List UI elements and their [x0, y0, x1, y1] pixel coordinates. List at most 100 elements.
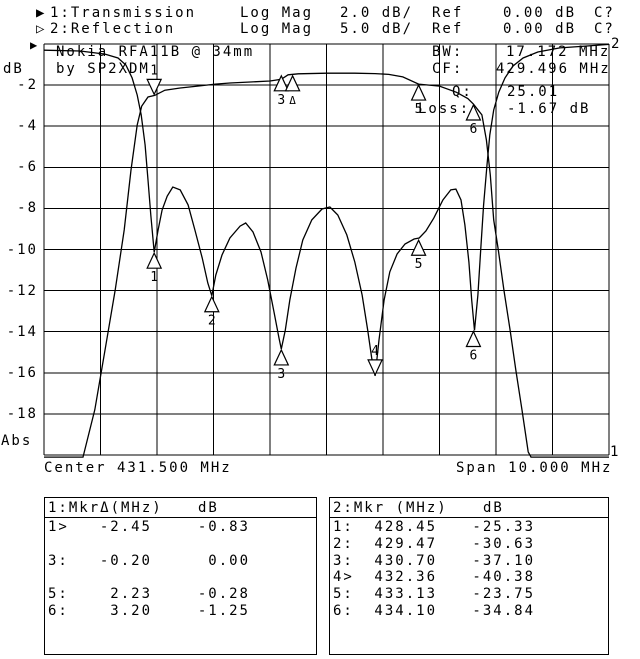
marker-db: -0.28 — [197, 586, 250, 603]
marker-db: -40.38 — [472, 569, 535, 586]
marker-freq: -0.20 — [99, 552, 152, 569]
marker-db: -25.33 — [472, 519, 535, 535]
y-tick-label: -12 — [6, 282, 38, 299]
marker-ch1-Δ: Δ — [284, 74, 301, 107]
marker-ch2-3: 3 — [273, 348, 290, 382]
marker-label: 1 — [150, 63, 158, 78]
q-label: Q: — [452, 84, 473, 100]
marker-freq: -2.45 — [99, 519, 152, 535]
q-value: 25.01 — [507, 84, 560, 100]
marker-id: 3: — [48, 552, 69, 569]
ref-position-arrow-icon: ▶ — [30, 38, 40, 52]
table-row: 5: 2.23 -0.28 — [45, 586, 316, 603]
marker-ch1-6: 6 — [465, 103, 482, 137]
table-row — [45, 536, 316, 553]
marker-freq: 429.47 — [374, 535, 437, 552]
y-tick-label: -4 — [17, 118, 38, 135]
marker-db: -23.75 — [472, 586, 535, 603]
marker-freq — [82, 569, 152, 586]
y-tick-label: -8 — [17, 200, 38, 217]
marker-table-ch1-rows: 1> -2.45 -0.83 3: -0.20 0.00 5: 2.23 -0.28 6: 3.20… — [45, 519, 316, 620]
table-row: 3: -0.20 0.00 — [45, 553, 316, 570]
graticule — [43, 43, 610, 456]
x-axis-center-label: Center 431.500 MHz — [44, 460, 232, 476]
ch2-cal-status: C? — [594, 21, 615, 37]
ch1-active-icon: ▶ — [36, 5, 47, 21]
table-row: 1> -2.45 -0.83 — [45, 519, 316, 536]
ch2-scale: 5.0 dB/ — [340, 21, 414, 37]
marker-ch1-5: 5 — [410, 83, 427, 117]
ch2-label: 2:Reflection — [50, 21, 176, 37]
marker-table-ch2-header: 2:Mkr (MHz) dB — [330, 498, 608, 518]
marker-ch1-1: 1 — [146, 63, 163, 96]
trace-reflection — [43, 43, 610, 377]
plot-title-line1: Nokia RFA11B @ 34mm — [56, 44, 255, 60]
cf-value: 429.496 MHz — [496, 61, 611, 77]
y-tick-label: -10 — [6, 241, 38, 258]
plot-title-line2: by SP2XDM — [56, 61, 150, 77]
bw-label: BW: — [432, 44, 464, 60]
marker-db: -1.25 — [197, 602, 250, 619]
marker-id — [45, 536, 82, 553]
marker-label: 2 — [208, 314, 216, 329]
ch1-label: 1:Transmission — [50, 5, 197, 21]
marker-id: 2: — [333, 535, 354, 552]
bw-value: 17.172 MHz — [506, 44, 611, 60]
trace1-end-label: 1 — [610, 444, 621, 460]
table-row: 2: 429.47 -30.63 — [330, 536, 608, 553]
marker-id: 6: — [333, 602, 354, 619]
ch2-format: Log Mag — [240, 21, 314, 37]
marker-label: 3 — [277, 367, 285, 382]
marker-ch2-6: 6 — [465, 330, 482, 363]
marker-db: -0.83 — [197, 519, 250, 535]
marker-freq: 3.20 — [110, 602, 152, 619]
table-row: 5: 433.13 -23.75 — [330, 586, 608, 603]
marker-freq: 433.13 — [374, 586, 437, 603]
marker-label: 5 — [415, 102, 423, 117]
table-row: 6: 434.10 -34.84 — [330, 603, 608, 620]
y-tick-label: -6 — [17, 159, 38, 176]
ch1-ref-label: Ref — [432, 5, 464, 21]
table-row — [45, 569, 316, 586]
ch2-active-icon: ▷ — [36, 21, 47, 37]
marker-table-ch2-db-header: dB — [483, 500, 504, 516]
marker-table-ch1-title: 1:MkrΔ(MHz) — [48, 500, 163, 516]
table-row: 3: 430.70 -37.10 — [330, 553, 608, 570]
marker-id: 4> — [333, 569, 354, 586]
x-axis-span-label: Span 10.000 MHz — [456, 460, 613, 476]
trace2-end-label: 2 — [611, 36, 622, 52]
y-tick-label: -18 — [6, 405, 38, 422]
loss-label: Loss: — [418, 101, 471, 117]
y-tick-label: -16 — [6, 364, 38, 381]
marker-db: -37.10 — [472, 552, 535, 569]
cf-label: CF: — [432, 61, 464, 77]
marker-db: -30.63 — [472, 535, 535, 552]
trace-transmission — [44, 72, 609, 458]
marker-db — [152, 569, 250, 586]
marker-ch1-3: 3 — [273, 74, 290, 108]
marker-label: 1 — [150, 270, 158, 285]
ch1-scale: 2.0 dB/ — [340, 5, 414, 21]
marker-table-ch2-title: 2:Mkr (MHz) — [333, 500, 448, 516]
marker-db: -34.84 — [472, 602, 535, 619]
marker-freq: 432.36 — [374, 569, 437, 586]
marker-ch2-4: 4 — [367, 344, 384, 377]
marker-table-ch1-header: 1:MkrΔ(MHz) dB — [45, 498, 316, 518]
marker-id — [45, 569, 82, 586]
marker-label: Δ — [289, 94, 296, 107]
marker-id: 1> — [48, 519, 69, 535]
table-row: 4> 432.36 -40.38 — [330, 569, 608, 586]
ch1-cal-status: C? — [594, 5, 615, 21]
table-row: 6: 3.20 -1.25 — [45, 603, 316, 620]
marker-db — [152, 536, 250, 553]
marker-table-ch2-rows: 1: 428.45 -25.33 2: 429.47 -30.63 3: 430.70 -37.… — [330, 519, 608, 620]
y-tick-label: -14 — [6, 323, 38, 340]
marker-ch2-1: 1 — [146, 251, 163, 285]
ch2-ref-label: Ref — [432, 21, 464, 37]
ch2-ref-value: 0.00 dB — [503, 21, 577, 37]
marker-ch2-2: 2 — [203, 295, 220, 329]
marker-id: 1: — [333, 519, 354, 535]
marker-freq: 430.70 — [374, 552, 437, 569]
